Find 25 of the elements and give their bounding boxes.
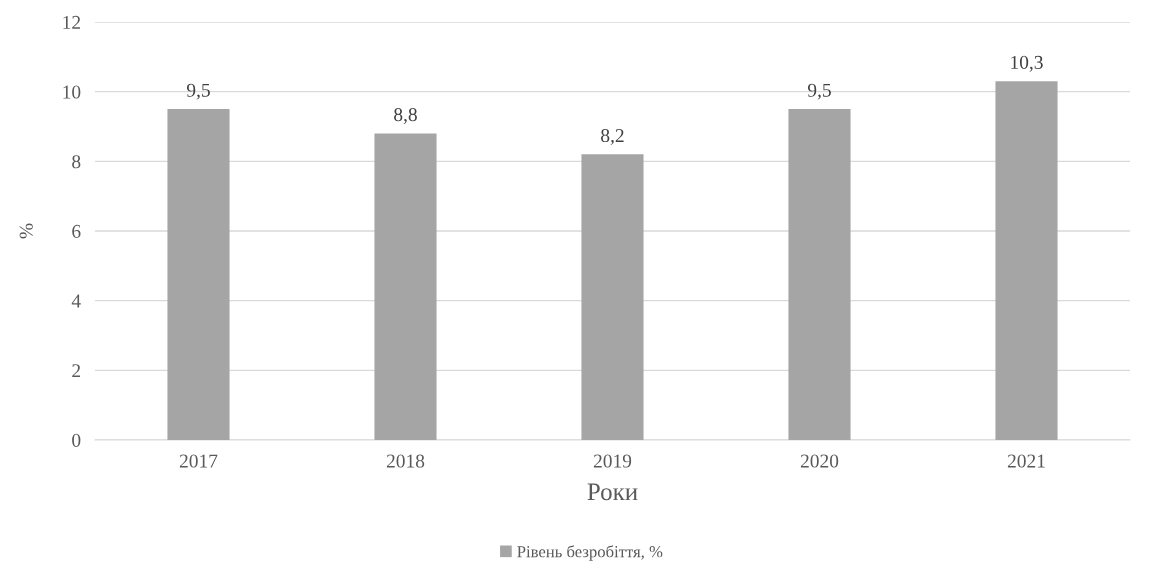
x-tick-label: 2018 [386, 454, 425, 468]
data-label: 9,5 [186, 83, 210, 100]
y-tick-label: 2 [72, 364, 81, 378]
y-tick-label: 6 [72, 224, 81, 238]
bar [581, 154, 644, 440]
bar [995, 81, 1058, 440]
y-tick-label: 8 [72, 155, 81, 169]
bar [788, 109, 851, 440]
y-tick-label: 4 [71, 294, 81, 308]
x-tick-label: 2020 [800, 454, 839, 468]
legend-label: Рівень безробіття, % [517, 545, 663, 561]
y-tick-label: 0 [72, 433, 81, 447]
data-label: 8,2 [601, 128, 624, 145]
x-axis-title: Роки [587, 483, 638, 501]
data-label: 10,3 [1011, 55, 1043, 72]
x-tick-label: 2021 [1007, 454, 1045, 468]
data-label: 9,5 [807, 83, 831, 100]
y-tick-label: 10 [63, 85, 81, 99]
data-label: 8,8 [394, 108, 417, 124]
x-tick-label: 2017 [179, 454, 218, 468]
x-tick-label: 2019 [593, 454, 632, 468]
bar [167, 109, 230, 440]
y-tick-label: 12 [63, 15, 81, 29]
y-axis-title: % [19, 223, 33, 239]
bar [374, 133, 437, 440]
